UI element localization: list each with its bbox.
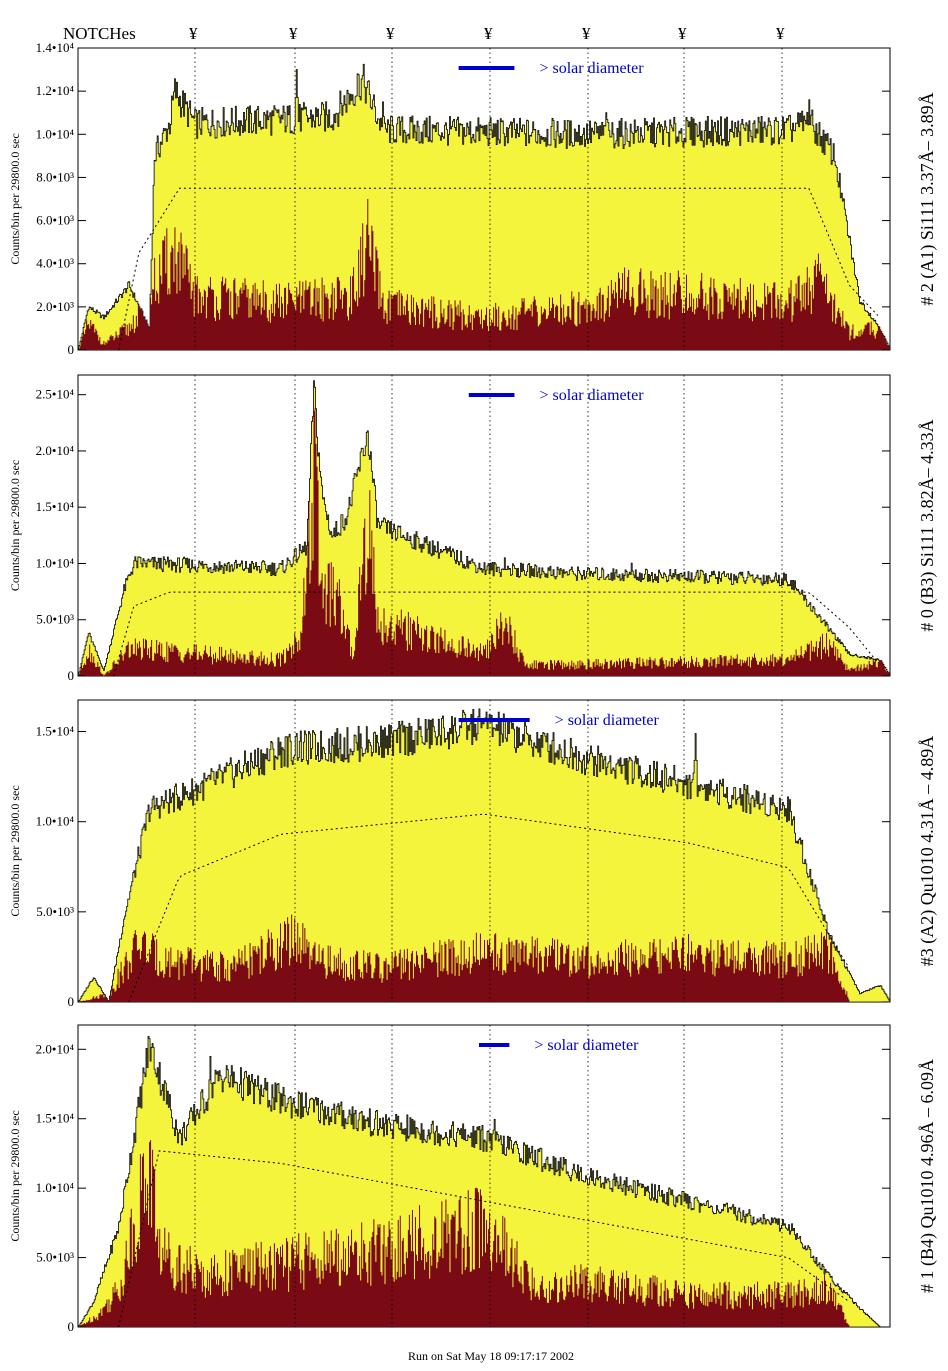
model-curve bbox=[128, 813, 848, 1003]
notch-symbol-2: ¥ bbox=[386, 24, 395, 43]
y-axis-label: Counts/bin per 29800.0 sec bbox=[8, 460, 22, 591]
y-tick-label: 1.4•10⁴ bbox=[36, 40, 75, 55]
y-tick-label: 6.0•10³ bbox=[36, 213, 74, 228]
notch-symbols: ¥ ¥ ¥ ¥ ¥ ¥ ¥ bbox=[189, 24, 785, 43]
y-tick-label: 5.0•10³ bbox=[36, 612, 74, 627]
y-tick-label: 0 bbox=[68, 994, 75, 1009]
y-tick-label: 1.5•10⁴ bbox=[36, 499, 75, 514]
y-tick-label: 2.0•10⁴ bbox=[36, 1041, 75, 1056]
y-tick-label: 2.0•10³ bbox=[36, 299, 74, 314]
y-tick-label: 8.0•10³ bbox=[36, 169, 74, 184]
y-axis-label: Counts/bin per 29800.0 sec bbox=[8, 785, 22, 916]
y-axis-label: Counts/bin per 29800.0 sec bbox=[8, 1110, 22, 1241]
solar-diameter-text: > solar diameter bbox=[534, 1037, 639, 1054]
y-tick-label: 1.0•10⁴ bbox=[36, 1180, 75, 1195]
notch-symbol-3: ¥ bbox=[484, 24, 493, 43]
y-tick-label: 0 bbox=[68, 668, 75, 683]
y-tick-label: 0 bbox=[68, 342, 75, 357]
y-tick-label: 4.0•10³ bbox=[36, 256, 74, 271]
y-tick-label: 5.0•10³ bbox=[36, 1250, 74, 1265]
y-tick-label: 0 bbox=[68, 1319, 75, 1334]
y-tick-label: 1.0•10⁴ bbox=[36, 126, 75, 141]
channel-label: #3 (A2) Qu1010 4.31Å – 4.89Å bbox=[917, 736, 938, 966]
notch-symbol-0: ¥ bbox=[189, 24, 198, 43]
y-tick-label: 1.2•10⁴ bbox=[36, 83, 75, 98]
channel-label: # 1 (B4) Qu1010 4.96Å – 6.09Å bbox=[917, 1059, 938, 1293]
panel-si111-b3: 0 5.0•10³ 1.0•10⁴ 1.5•10⁴ 2.0•10⁴ 2.5•10⁴ Coun… bbox=[8, 374, 938, 683]
notch-symbol-5: ¥ bbox=[678, 24, 687, 43]
solar-diameter-text: > solar diameter bbox=[555, 712, 660, 729]
y-tick-label: 1.0•10⁴ bbox=[36, 555, 75, 570]
model-curve bbox=[113, 591, 878, 677]
model-curve bbox=[118, 187, 879, 351]
panel-qu1010-a2: 0 5.0•10³ 1.0•10⁴ 1.5•10⁴ Counts/bin per 298… bbox=[8, 699, 938, 1009]
y-tick-label: 1.5•10⁴ bbox=[36, 1111, 75, 1126]
core-series bbox=[78, 408, 890, 676]
panel-si111-a1: 0 2.0•10³ 4.0•10³ 6.0•10³ 8.0•10³ 1.0•10⁴ 1.2•… bbox=[8, 40, 938, 357]
notch-symbol-1: ¥ bbox=[289, 24, 298, 43]
channel-label: # 2 (A1) Si111 3.37Å– 3.89Å bbox=[917, 92, 938, 305]
panel-qu1010-b4: 0 5.0•10³ 1.0•10⁴ 1.5•10⁴ 2.0•10⁴ Counts/bin … bbox=[8, 1024, 938, 1334]
y-tick-label: 5.0•10³ bbox=[36, 904, 74, 919]
channel-label: # 0 (B3) Si111 3.82Å– 4.33Å bbox=[917, 419, 938, 631]
notches-label: NOTCHes bbox=[63, 24, 136, 43]
run-footer: Run on Sat May 18 09:17:17 2002 bbox=[408, 1349, 574, 1363]
solar-diameter-text: > solar diameter bbox=[539, 60, 644, 77]
y-tick-label: 2.5•10⁴ bbox=[36, 387, 75, 402]
y-tick-label: 1.0•10⁴ bbox=[36, 814, 75, 829]
notch-symbol-4: ¥ bbox=[582, 24, 591, 43]
core-series bbox=[78, 914, 890, 1002]
envelope-series bbox=[78, 380, 891, 677]
y-tick-label: 1.5•10⁴ bbox=[36, 724, 75, 739]
y-axis-label: Counts/bin per 29800.0 sec bbox=[8, 133, 22, 264]
core-series bbox=[78, 199, 890, 350]
core-series bbox=[78, 1140, 890, 1327]
notch-symbol-6: ¥ bbox=[776, 24, 785, 43]
solar-diameter-text: > solar diameter bbox=[539, 387, 644, 404]
y-tick-label: 2.0•10⁴ bbox=[36, 443, 75, 458]
